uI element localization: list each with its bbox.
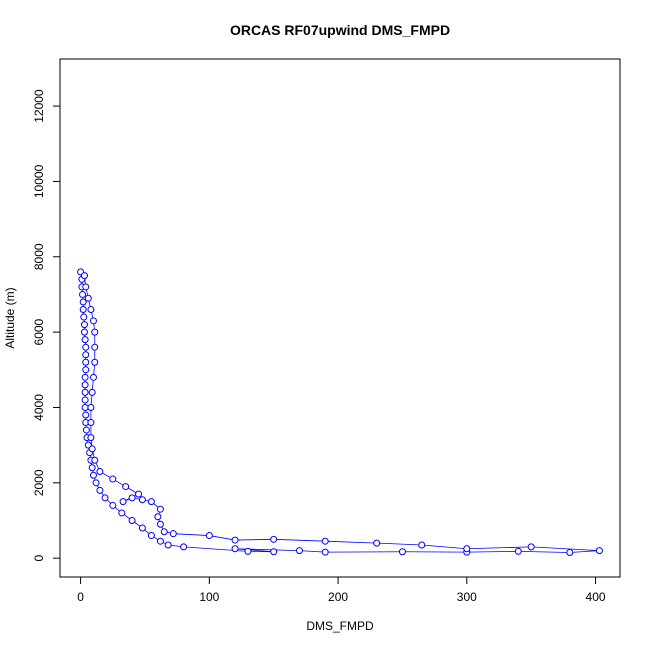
point <box>135 490 143 498</box>
point <box>80 313 88 321</box>
y-tick-label: 12000 <box>32 89 46 123</box>
point <box>156 505 164 513</box>
point <box>231 545 239 553</box>
point <box>101 494 109 502</box>
point <box>82 351 90 359</box>
point <box>138 496 146 504</box>
point <box>82 411 90 419</box>
point <box>231 536 239 544</box>
point <box>160 528 168 536</box>
point <box>82 343 90 351</box>
point <box>81 403 89 411</box>
x-axis-label: DMS_FMPD <box>306 619 374 633</box>
point <box>373 539 381 547</box>
point <box>418 541 426 549</box>
point <box>566 549 574 557</box>
point <box>321 537 329 545</box>
y-tick-label: 2000 <box>32 469 46 496</box>
x-tick-label: 0 <box>77 590 84 604</box>
point <box>91 456 99 464</box>
point <box>81 388 89 396</box>
point <box>156 520 164 528</box>
point <box>128 494 136 502</box>
point <box>79 290 87 298</box>
point <box>82 426 90 434</box>
point <box>122 483 130 491</box>
point <box>89 373 97 381</box>
point <box>527 543 535 551</box>
point <box>91 343 99 351</box>
point <box>595 547 603 555</box>
point <box>89 471 97 479</box>
point <box>88 464 96 472</box>
point <box>118 509 126 517</box>
point <box>147 532 155 540</box>
point <box>164 541 172 549</box>
point <box>244 547 252 555</box>
point <box>81 396 89 404</box>
point <box>295 547 303 555</box>
point <box>119 498 127 506</box>
point <box>205 532 213 540</box>
point <box>270 535 278 543</box>
point <box>82 358 90 366</box>
point <box>180 543 188 551</box>
point <box>81 336 89 344</box>
point <box>80 328 88 336</box>
point <box>270 548 278 556</box>
point <box>96 486 104 494</box>
point <box>169 530 177 538</box>
point <box>87 419 95 427</box>
point <box>128 516 136 524</box>
point <box>81 373 89 381</box>
y-tick-label: 6000 <box>32 318 46 345</box>
x-tick-label: 300 <box>457 590 477 604</box>
point <box>87 403 95 411</box>
point <box>138 524 146 532</box>
x-tick-label: 100 <box>199 590 219 604</box>
point <box>82 283 90 291</box>
point <box>82 366 90 374</box>
point <box>81 381 89 389</box>
point <box>91 358 99 366</box>
point <box>88 388 96 396</box>
point <box>87 434 95 442</box>
y-tick-label: 8000 <box>32 243 46 270</box>
point <box>91 328 99 336</box>
y-tick-label: 4000 <box>32 394 46 421</box>
point <box>398 548 406 556</box>
y-tick-label: 10000 <box>32 164 46 198</box>
point <box>80 272 88 280</box>
point <box>96 468 104 476</box>
y-axis-label: Altitude (m) <box>3 287 17 348</box>
point <box>463 545 471 553</box>
point <box>87 306 95 314</box>
point <box>321 548 329 556</box>
point <box>84 294 92 302</box>
y-tick-label: 0 <box>32 555 46 562</box>
point <box>92 479 100 487</box>
chart-title: ORCAS RF07upwind DMS_FMPD <box>230 22 450 38</box>
plot-frame <box>59 58 621 578</box>
point <box>79 298 87 306</box>
point <box>88 445 96 453</box>
point <box>154 513 162 521</box>
point <box>109 475 117 483</box>
point <box>514 547 522 555</box>
point <box>80 321 88 329</box>
point <box>89 317 97 325</box>
point <box>109 501 117 509</box>
point <box>79 306 87 314</box>
point <box>156 537 164 545</box>
point <box>147 498 155 506</box>
x-tick-label: 400 <box>586 590 606 604</box>
x-tick-label: 200 <box>328 590 348 604</box>
